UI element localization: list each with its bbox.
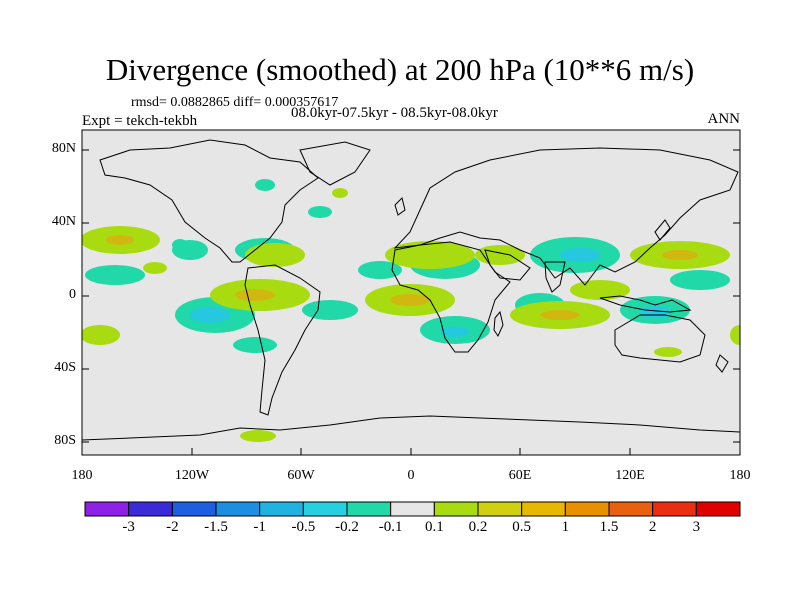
neg-patch (233, 337, 277, 353)
neg-core (190, 307, 230, 323)
lat-label-0: 0 (69, 287, 76, 302)
lon-label-120w: 120W (174, 468, 210, 483)
pos-patch (332, 188, 348, 198)
stats-line: rmsd= 0.0882865 diff= 0.000357617 (131, 95, 339, 110)
lat-label-80s: 80S (54, 433, 76, 448)
pos-core (390, 294, 430, 306)
coast-antarctica (82, 415, 740, 441)
coast-south-america (244, 264, 321, 416)
colorbar-label: -3 (122, 519, 135, 535)
pos-patch (82, 325, 120, 345)
pos-core (235, 289, 275, 301)
lat-label-80n: 80N (51, 141, 76, 156)
pos-patch (570, 280, 630, 300)
colorbar-label: -0.2 (335, 519, 359, 535)
coastlines (82, 139, 740, 441)
coast-africa (391, 241, 511, 353)
colorbar-label: 0.1 (424, 519, 444, 535)
coast-new-zealand (715, 354, 729, 373)
colorbar-label: 2 (648, 519, 657, 535)
neg-patch (670, 270, 730, 290)
positive-strong-patches (106, 235, 698, 320)
coast-eurasia (393, 147, 739, 286)
coast-india (544, 261, 566, 293)
lon-label-180w: 180 (71, 468, 93, 483)
lat-label-40n: 40N (51, 214, 76, 229)
axis-ticks (81, 149, 741, 455)
neg-patch (308, 206, 332, 218)
period-label: 08.0kyr-07.5kyr - 08.5kyr-08.0kyr (291, 105, 498, 121)
pos-patch (240, 430, 276, 442)
experiment-label: Expt = tekch-tekbh (82, 113, 198, 129)
neg-patch (358, 261, 402, 279)
pos-core (540, 310, 580, 320)
pos-patch (475, 245, 525, 265)
neg-patch (255, 179, 275, 191)
colorbar-label: 3 (692, 519, 701, 535)
pos-core (662, 250, 698, 260)
colorbar-label: -0.1 (378, 519, 403, 535)
pos-patch (654, 347, 682, 357)
neg-patch (85, 265, 145, 285)
colorbar-label: -1.5 (204, 519, 228, 535)
pos-patch (143, 262, 167, 274)
neg-core (441, 327, 469, 337)
colorbar-label: 1.5 (599, 519, 619, 535)
lon-label-60e: 60E (508, 468, 532, 483)
coast-madagascar (493, 310, 504, 338)
colorbar-label: 0.5 (512, 519, 532, 535)
lon-label-0: 0 (407, 468, 415, 483)
coast-japan (654, 219, 671, 241)
neg-patch (302, 300, 358, 320)
pos-patch (730, 325, 740, 345)
lon-label-180e: 180 (729, 468, 751, 483)
coast-north-america (99, 139, 319, 263)
colorbar-label: 0.2 (468, 519, 488, 535)
plot-title: Divergence (smoothed) at 200 hPa (10**6 … (105, 52, 695, 87)
neg-patch (172, 239, 188, 251)
coast-indonesia (599, 295, 692, 313)
lon-label-60w: 60W (287, 468, 315, 483)
coast-greenland (299, 141, 371, 186)
coast-uk (394, 197, 406, 216)
coast-arabia (484, 249, 531, 281)
colorbar-label: -1 (253, 519, 266, 535)
season-label: ANN (707, 111, 741, 127)
colorbar-label: 1 (561, 519, 570, 535)
colorbar-label: -2 (166, 519, 179, 535)
pos-core (106, 235, 134, 245)
coast-australia (614, 314, 706, 363)
colorbar-label: -0.5 (291, 519, 316, 535)
neg-core (560, 248, 600, 262)
divergence-field (82, 139, 740, 442)
pos-patch (245, 243, 305, 267)
negative-strong-patches (190, 248, 670, 337)
lon-label-120e: 120E (615, 468, 645, 483)
lat-label-40s: 40S (54, 360, 76, 375)
